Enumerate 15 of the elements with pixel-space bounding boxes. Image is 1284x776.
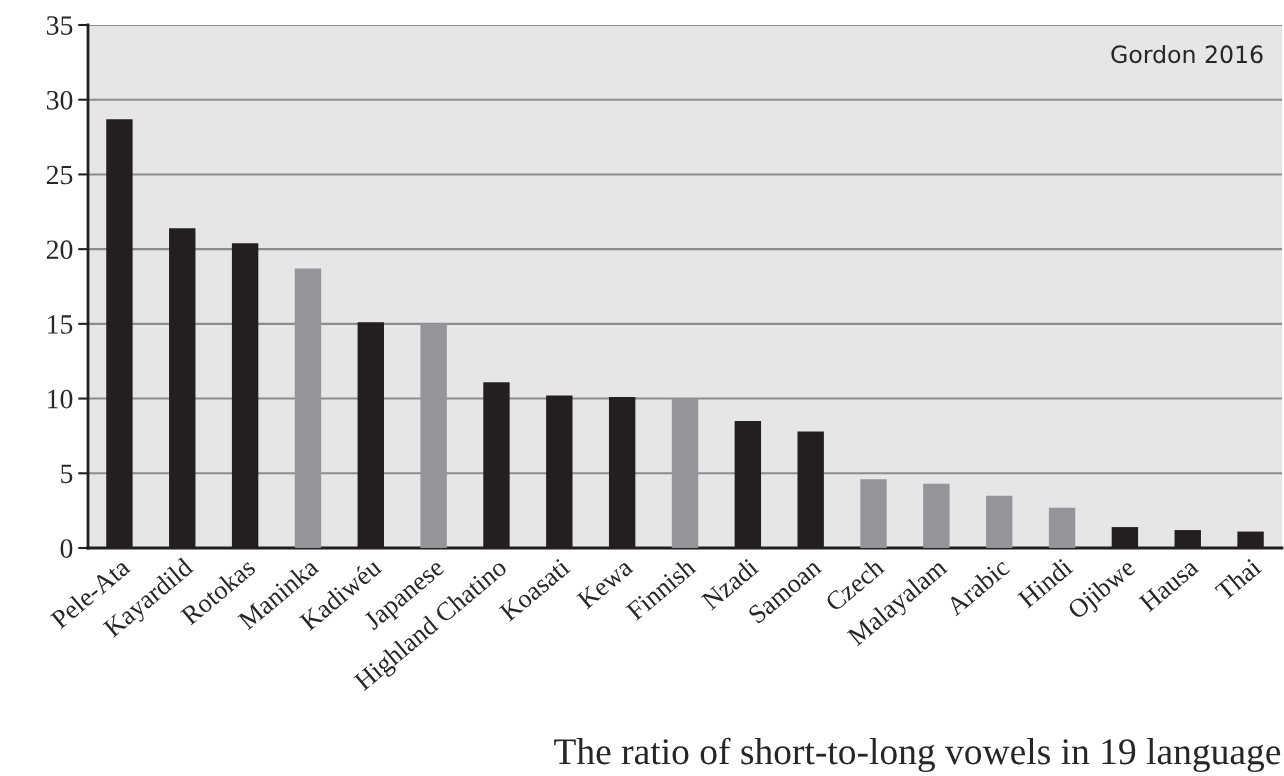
bar [1048,507,1076,548]
y-tick-label: 15 [48,315,73,334]
y-tick-label: 0 [60,539,73,558]
y-tick-label: 10 [48,389,73,409]
y-tick-label: 5 [61,464,73,484]
bar [986,495,1013,548]
bar [923,483,950,548]
y-tick-label: 35 [46,16,73,35]
y-tick-label: 25 [46,165,73,185]
y-tick-label: 20 [46,240,73,260]
bar [860,479,887,548]
y-tick-label: 30 [46,90,73,110]
annotation: Gordon 2016 [1111,44,1263,64]
x-tick-label: Thai [1213,556,1263,602]
text: The ratio of short-to-long vowels in 19 language [554,737,1281,773]
